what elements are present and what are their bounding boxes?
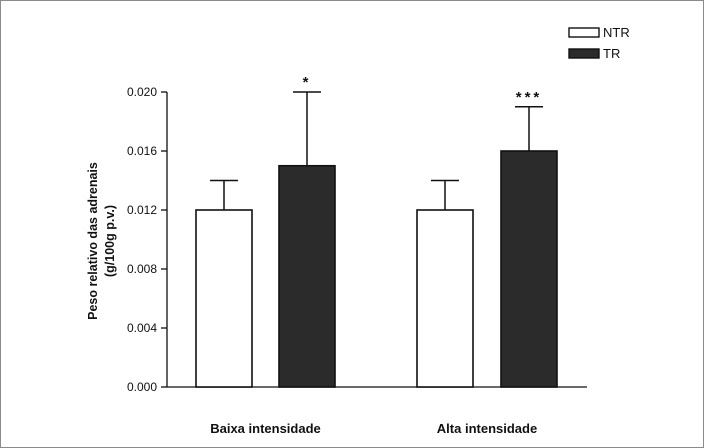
bars	[195, 150, 558, 388]
significance-markers: ****	[303, 74, 543, 106]
bar-tr	[500, 150, 558, 388]
y-tick-label: 0.016	[127, 144, 157, 158]
y-tick-label: 0.020	[127, 85, 157, 99]
y-axis-title: Peso relativo das adrenais (g/100g p.v.)	[86, 162, 117, 320]
bar-ntr	[195, 209, 253, 388]
y-axis-title-line-1: Peso relativo das adrenais	[86, 162, 100, 320]
y-axis: 0.000 0.004 0.008 0.012 0.016 0.020	[127, 85, 168, 394]
legend-swatch-tr	[568, 48, 600, 59]
x-category-label: Baixa intensidade	[210, 421, 321, 436]
y-tick-label: 0.012	[127, 203, 157, 217]
legend: NTR TR	[568, 25, 630, 61]
x-category-label: Alta intensidade	[437, 421, 537, 436]
y-tick-label: 0.008	[127, 262, 157, 276]
y-axis-title-line-2: (g/100g p.v.)	[103, 205, 117, 277]
y-tick-label: 0.004	[127, 321, 157, 335]
legend-label-ntr: NTR	[603, 25, 630, 40]
bar-tr	[278, 164, 336, 388]
bar-ntr	[416, 209, 474, 388]
significance-marker: *	[303, 74, 312, 91]
category-labels: Baixa intensidade Alta intensidade	[210, 421, 537, 436]
significance-marker: ***	[516, 89, 543, 106]
y-tick-label: 0.000	[127, 380, 157, 394]
legend-swatch-ntr	[568, 27, 600, 38]
error-bars	[210, 91, 543, 210]
legend-label-tr: TR	[603, 46, 620, 61]
